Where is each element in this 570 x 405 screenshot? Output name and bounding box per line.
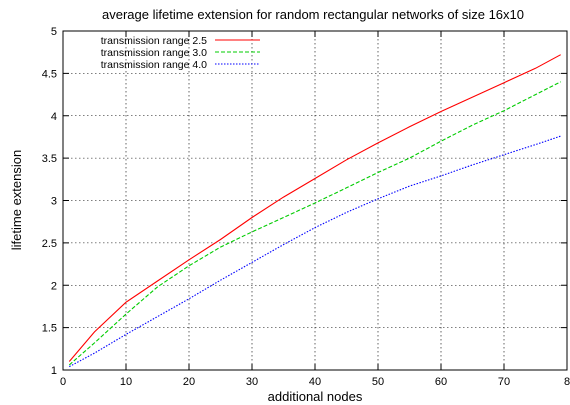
x-tick-label: 60 xyxy=(435,376,447,388)
grid xyxy=(63,31,567,370)
x-tick-label: 40 xyxy=(309,376,321,388)
y-axis-label: lifetime extension xyxy=(9,150,24,250)
x-tick-label: 8 xyxy=(564,376,570,388)
y-tick-label: 1 xyxy=(51,365,57,377)
x-tick-label: 30 xyxy=(246,376,258,388)
chart-title: average lifetime extension for random re… xyxy=(102,7,524,22)
series-line-3 xyxy=(69,135,561,368)
legend-label-2: transmission range 3.0 xyxy=(101,47,207,59)
legend-label-1: transmission range 2.5 xyxy=(101,35,207,47)
series-line-2 xyxy=(68,81,561,366)
x-tick-label: 20 xyxy=(183,376,195,388)
y-tick-label: 2 xyxy=(51,280,57,292)
y-tick-label: 2.5 xyxy=(42,238,57,250)
x-tick-label: 10 xyxy=(120,376,132,388)
y-tick-label: 3 xyxy=(51,196,57,208)
series-line-1 xyxy=(68,54,561,362)
x-tick-label: 70 xyxy=(498,376,510,388)
y-tick-label: 1.5 xyxy=(42,323,57,335)
x-tick-label: 0 xyxy=(60,376,66,388)
y-tick-label: 3.5 xyxy=(42,153,57,165)
x-axis-label: additional nodes xyxy=(268,389,363,404)
x-tick-label: 50 xyxy=(372,376,384,388)
y-tick-label: 4.5 xyxy=(42,68,57,80)
y-tick-label: 4 xyxy=(51,111,57,123)
y-tick-label: 5 xyxy=(51,26,57,38)
legend-label-3: transmission range 4.0 xyxy=(101,59,207,71)
ticks: 0 10 20 30 40 50 60 70 8 1 1.5 2 2.5 3 3.5 4 4.5 5 xyxy=(42,26,570,388)
series-layer xyxy=(68,54,561,368)
